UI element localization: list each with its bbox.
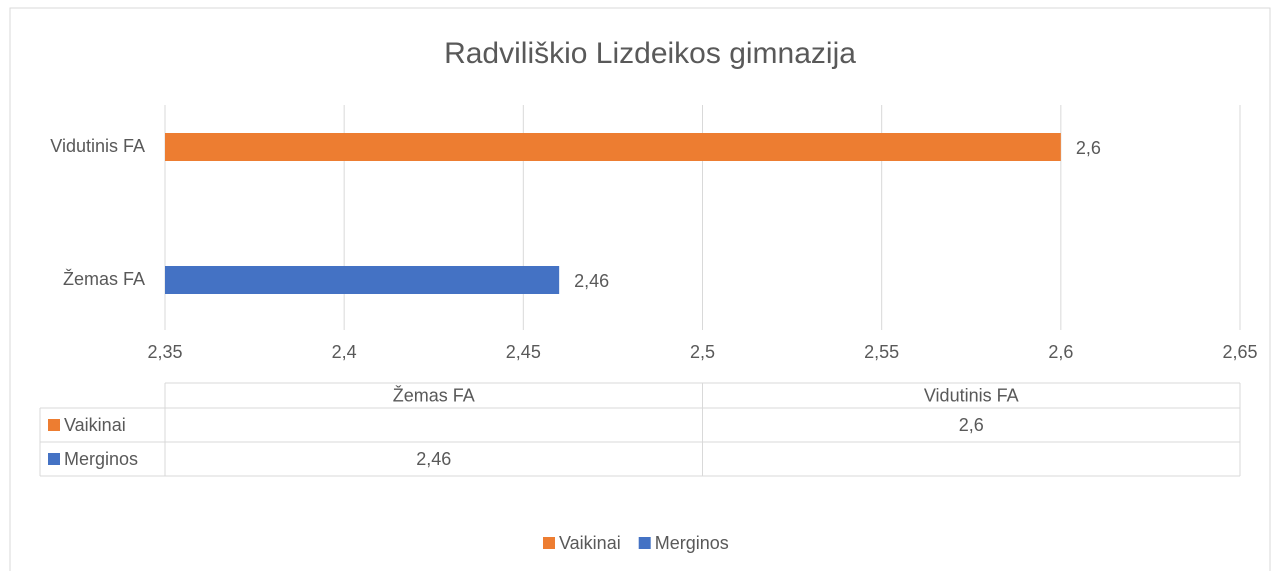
table-cell: 2,6 — [959, 415, 984, 435]
legend-label: Merginos — [655, 533, 729, 553]
x-tick-label: 2,45 — [506, 342, 541, 362]
legend-label: Vaikinai — [559, 533, 621, 553]
legend-key — [638, 537, 651, 549]
x-tick-label: 2,6 — [1048, 342, 1073, 362]
bar — [165, 266, 560, 294]
y-tick-label: Žemas FA — [63, 269, 145, 289]
x-tick-label: 2,5 — [690, 342, 715, 362]
chart-title: Radviliškio Lizdeikos gimnazija — [444, 37, 856, 70]
y-tick-label: Vidutinis FA — [50, 136, 145, 156]
table-legend-key — [48, 453, 60, 465]
x-tick-label: 2,55 — [864, 342, 899, 362]
x-tick-label: 2,35 — [147, 342, 182, 362]
x-tick-label: 2,65 — [1222, 342, 1257, 362]
table-header: Žemas FA — [393, 385, 475, 405]
legend-key — [543, 537, 555, 549]
bar — [165, 133, 1061, 161]
x-tick-label: 2,4 — [332, 342, 357, 362]
table-legend-key — [48, 419, 60, 431]
data-label: 2,6 — [1076, 138, 1101, 158]
table-row-label: Vaikinai — [64, 415, 126, 435]
table-cell: 2,46 — [416, 449, 451, 469]
table-header: Vidutinis FA — [924, 385, 1019, 405]
data-label: 2,46 — [574, 271, 609, 291]
table-row-label: Merginos — [64, 449, 138, 469]
